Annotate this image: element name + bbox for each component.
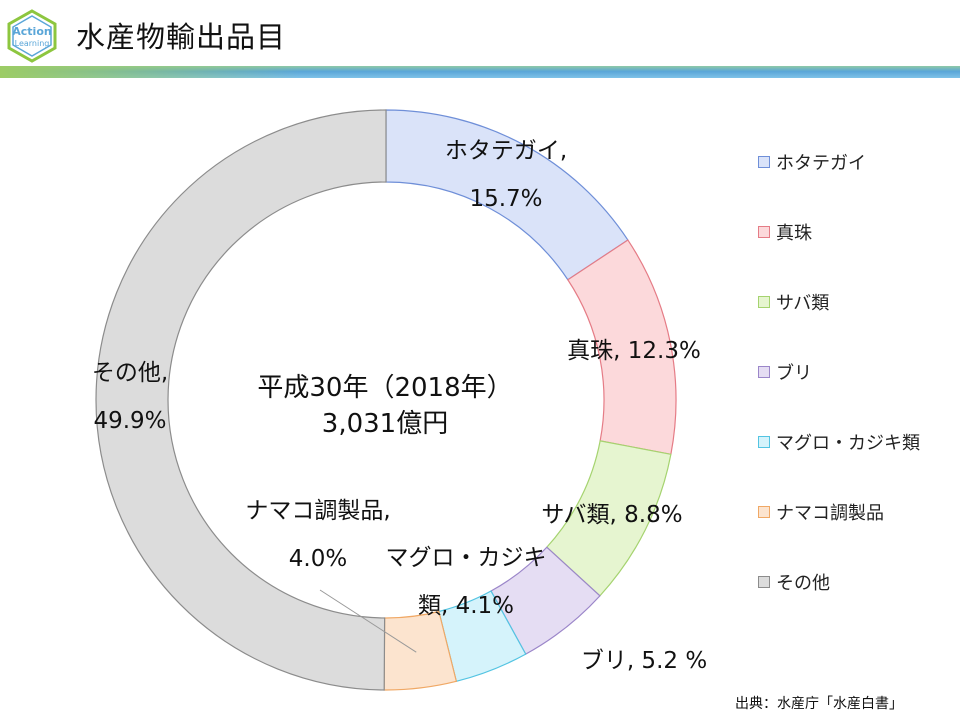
- source-citation: 出典：水産庁「水産白書」: [735, 696, 903, 712]
- legend-label: ナマコ調製品: [776, 503, 884, 524]
- page-title: 水産物輸出品目: [76, 20, 287, 54]
- legend-swatch: [758, 226, 770, 238]
- data-label-6-line-2: 4.0%: [289, 546, 347, 572]
- data-label-5-line-1: マグロ・カジキ: [386, 545, 547, 571]
- legend-item-5: マグロ・カジキ類: [758, 430, 920, 454]
- chart-title: 平成30年（2018年）: [257, 373, 513, 403]
- data-label-1-line-1: ホタテガイ,: [445, 138, 567, 164]
- logo-text-line1: Action: [12, 25, 51, 38]
- legend-item-3: サバ類: [758, 290, 829, 314]
- action-learning-logo: Action Learning: [7, 9, 57, 63]
- data-label-3-line-1: サバ類, 8.8%: [541, 502, 682, 528]
- data-label-7-line-1: その他,: [92, 360, 168, 386]
- legend-swatch: [758, 366, 770, 378]
- legend-swatch: [758, 506, 770, 518]
- legend-item-7: その他: [758, 570, 830, 594]
- legend-swatch: [758, 436, 770, 448]
- legend-swatch: [758, 156, 770, 168]
- legend-item-1: ホタテガイ: [758, 150, 866, 174]
- data-label-5-line-2: 類, 4.1%: [418, 593, 514, 619]
- logo-text-line2: Learning: [15, 39, 50, 48]
- data-label-1-line-2: 15.7%: [469, 186, 542, 212]
- legend-label: ブリ: [776, 363, 812, 384]
- title-underline-bar: [0, 66, 960, 78]
- legend-label: サバ類: [776, 293, 830, 314]
- legend-label: マグロ・カジキ類: [776, 433, 920, 454]
- label-leader-line: [319, 589, 417, 653]
- data-label-6-line-1: ナマコ調製品,: [245, 498, 390, 524]
- legend-swatch: [758, 576, 770, 588]
- chart-total: 3,031億円: [321, 409, 449, 439]
- data-label-4-line-1: ブリ, 5.2 %: [581, 648, 707, 674]
- data-label-7-line-2: 49.9%: [93, 408, 166, 434]
- legend-item-2: 真珠: [758, 220, 812, 244]
- legend-label: 真珠: [776, 223, 812, 244]
- legend-item-4: ブリ: [758, 360, 812, 384]
- donut-slice-7: [95, 109, 387, 691]
- legend-swatch: [758, 296, 770, 308]
- header: Action Learning 水産物輸出品目: [0, 0, 960, 80]
- data-label-2-line-1: 真珠, 12.3%: [567, 338, 701, 364]
- legend-label: その他: [776, 573, 830, 594]
- legend-item-6: ナマコ調製品: [758, 500, 884, 524]
- chart-center-label: 平成30年（2018年） 3,031億円: [190, 370, 580, 442]
- legend-label: ホタテガイ: [776, 153, 866, 174]
